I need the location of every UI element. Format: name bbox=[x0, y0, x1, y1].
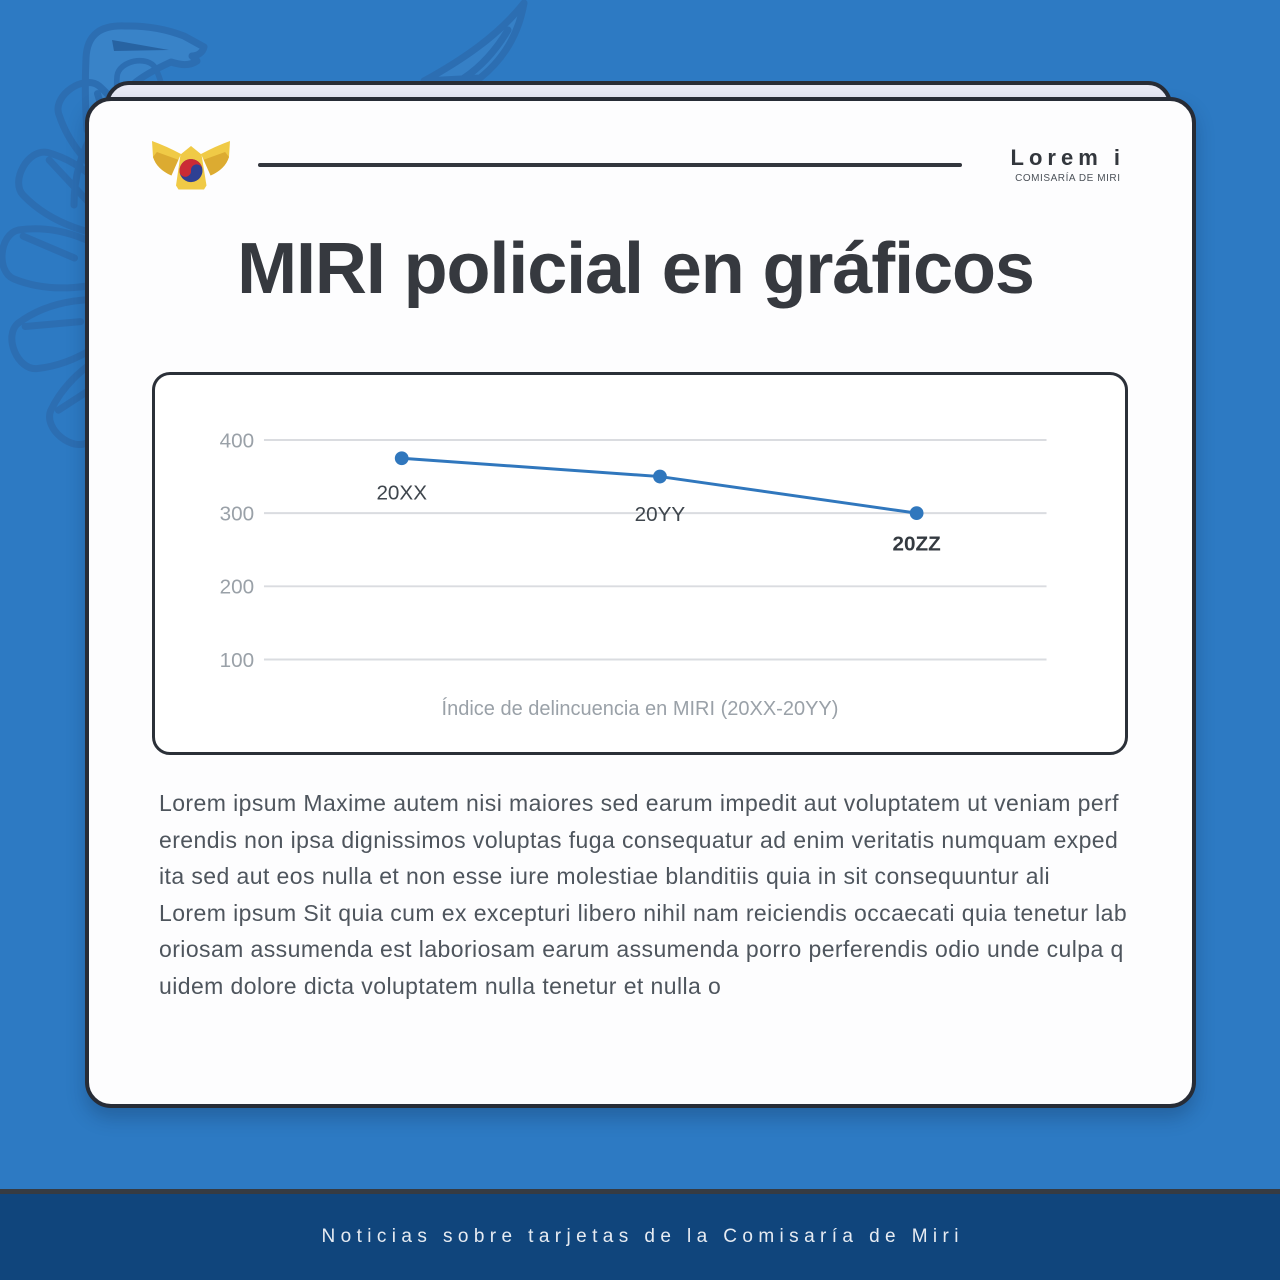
svg-text:20YY: 20YY bbox=[635, 503, 686, 526]
footer-bar: Noticias sobre tarjetas de la Comisaría … bbox=[0, 1189, 1280, 1280]
svg-text:20XX: 20XX bbox=[376, 482, 427, 505]
article-line: Lorem ipsum Maxime autem nisi maiores se… bbox=[159, 790, 1119, 816]
footer-text: Noticias sobre tarjetas de la Comisaría … bbox=[321, 1226, 964, 1247]
article-line: oriosam assumenda est laboriosam earum a… bbox=[159, 936, 1124, 963]
header-divider bbox=[258, 163, 962, 167]
page-title: MIRI policial en gráficos bbox=[237, 229, 1035, 309]
article-line: erendis non ipsa dignissimos voluptas fu… bbox=[159, 826, 1119, 853]
svg-text:200: 200 bbox=[220, 576, 254, 599]
svg-text:20ZZ: 20ZZ bbox=[893, 533, 942, 556]
brand-name: Lorem i bbox=[1010, 145, 1125, 170]
crime-line-chart: 400 300 200 100 20XX 20YY 20ZZ bbox=[220, 429, 1047, 672]
svg-text:100: 100 bbox=[220, 649, 254, 672]
brand-subtitle: COMISARÍA DE MIRI bbox=[1015, 173, 1121, 184]
police-badge-icon bbox=[152, 141, 230, 190]
article-line: Lorem ipsum Sit quia cum ex excepturi li… bbox=[159, 899, 1128, 926]
svg-text:300: 300 bbox=[220, 503, 254, 526]
article-line: ita sed aut eos nulla et non esse iure m… bbox=[159, 863, 1051, 890]
brand-block: Lorem i COMISARÍA DE MIRI bbox=[1011, 146, 1120, 184]
svg-text:400: 400 bbox=[220, 429, 254, 452]
chart-panel: 400 300 200 100 20XX 20YY 20ZZ Índice de delin… bbox=[152, 372, 1128, 755]
article-line: uidem dolore dicta voluptatem nulla tene… bbox=[159, 972, 722, 999]
article-text: Lorem ipsum Maxime autem nisi maiores se… bbox=[159, 785, 1139, 1005]
chart-caption: Índice de delincuencia en MIRI (20XX-20Y… bbox=[441, 698, 839, 720]
